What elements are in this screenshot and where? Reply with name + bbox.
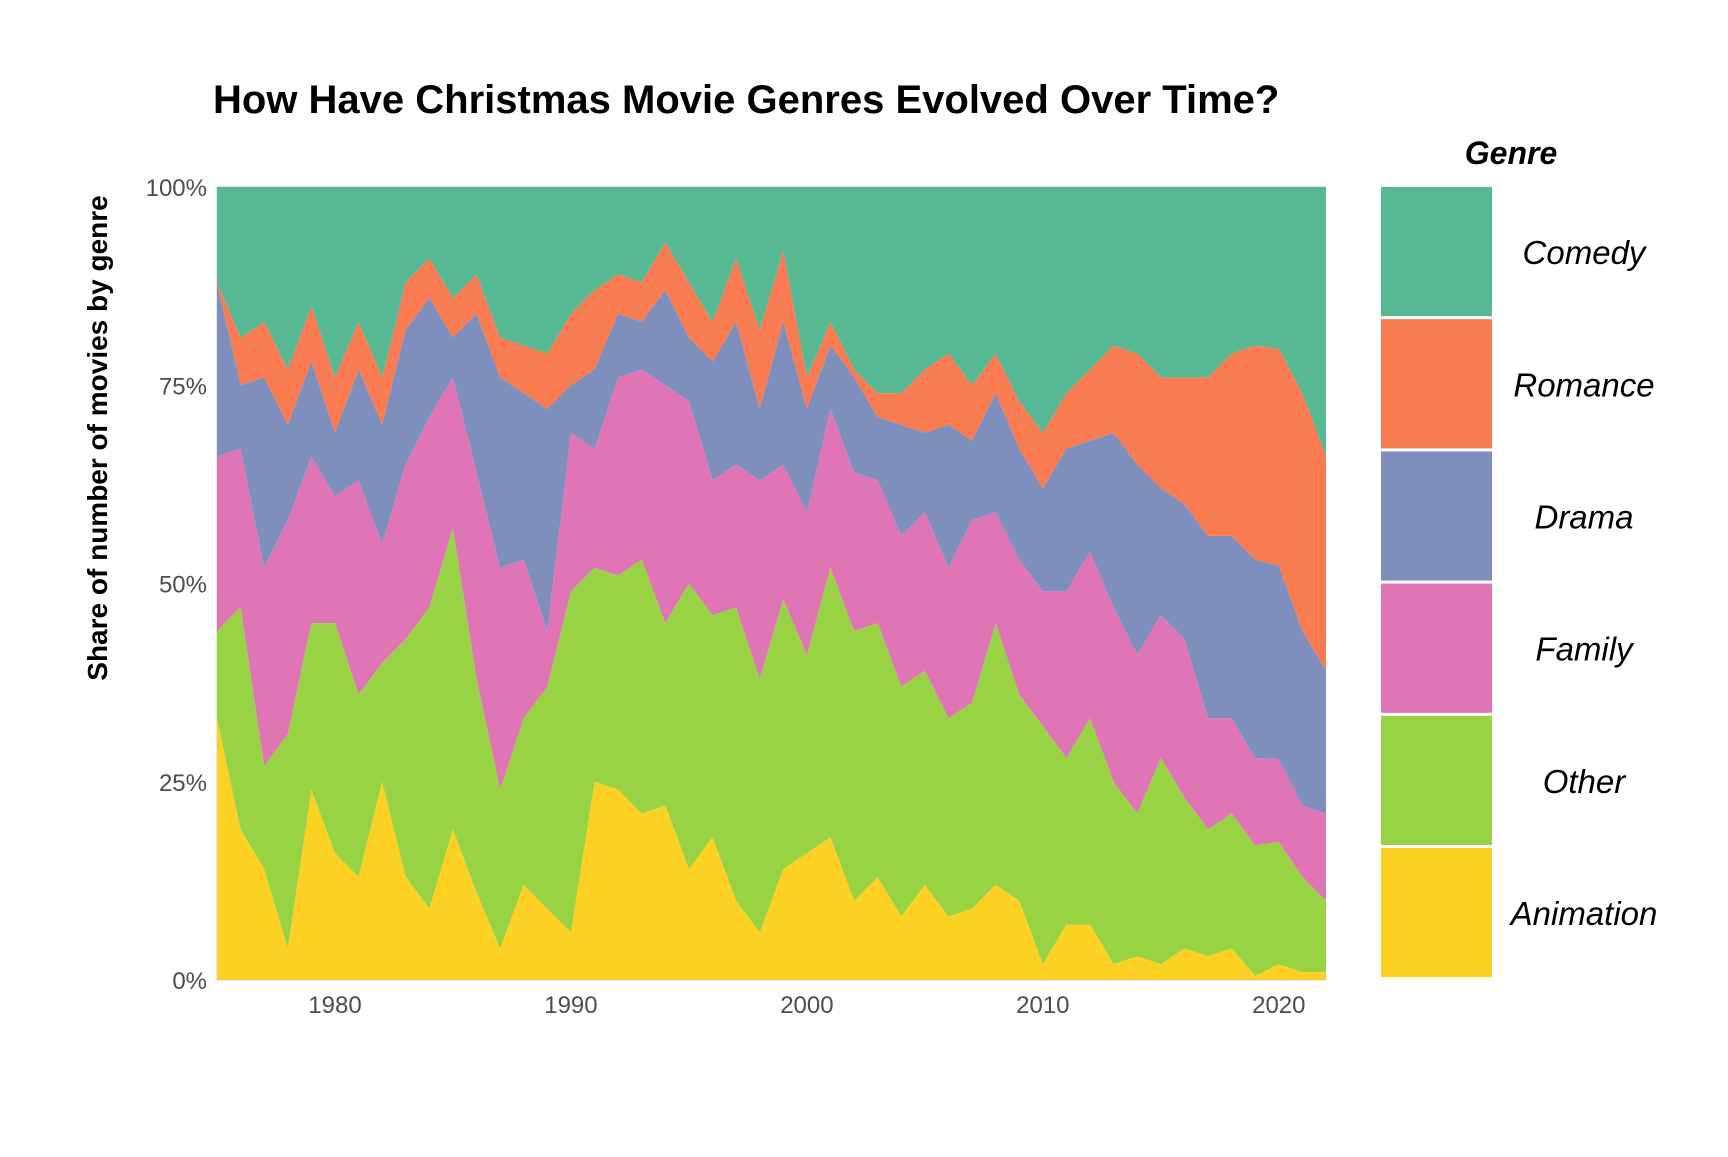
y-tick-label: 0%: [172, 968, 207, 995]
axis-ticks: 0% 25% 50% 75% 100% 1980 1990 2000 2010 2020: [146, 175, 1306, 1019]
x-tick-label: 1980: [308, 992, 361, 1019]
y-tick-label: 25%: [159, 770, 207, 797]
y-tick-label: 75%: [159, 373, 207, 400]
area-animation: [217, 718, 1326, 980]
y-axis-title: Share of number of movies by genre: [82, 195, 113, 680]
area-other: [217, 527, 1326, 977]
x-tick-label: 1990: [544, 992, 597, 1019]
legend-label-family: Family: [1535, 631, 1635, 668]
legend-label-other: Other: [1543, 763, 1628, 800]
legend-label-drama: Drama: [1534, 499, 1633, 536]
legend-label-comedy: Comedy: [1523, 234, 1648, 271]
x-tick-label: 2020: [1252, 992, 1305, 1019]
area-romance: [217, 242, 1326, 671]
legend-label-animation: Animation: [1509, 895, 1658, 932]
legend-swatch-family: [1381, 583, 1492, 713]
area-drama: [217, 282, 1326, 814]
plot-area: [217, 187, 1326, 980]
chart-title: How Have Christmas Movie Genres Evolved …: [213, 78, 1279, 122]
legend: Comedy Romance Drama Family Other Animation: [1381, 187, 1658, 978]
x-tick-label: 2000: [780, 992, 833, 1019]
legend-swatch-romance: [1381, 319, 1492, 449]
legend-swatch-comedy: [1381, 187, 1492, 317]
y-tick-label: 50%: [159, 572, 207, 599]
legend-swatch-drama: [1381, 451, 1492, 581]
legend-swatch-animation: [1381, 848, 1492, 978]
area-family: [217, 369, 1326, 901]
legend-title: Genre: [1465, 135, 1557, 171]
x-tick-label: 2010: [1016, 992, 1069, 1019]
legend-label-romance: Romance: [1513, 366, 1654, 403]
legend-swatch-other: [1381, 715, 1492, 845]
y-tick-label: 100%: [146, 175, 207, 202]
area-comedy: [217, 187, 1326, 457]
